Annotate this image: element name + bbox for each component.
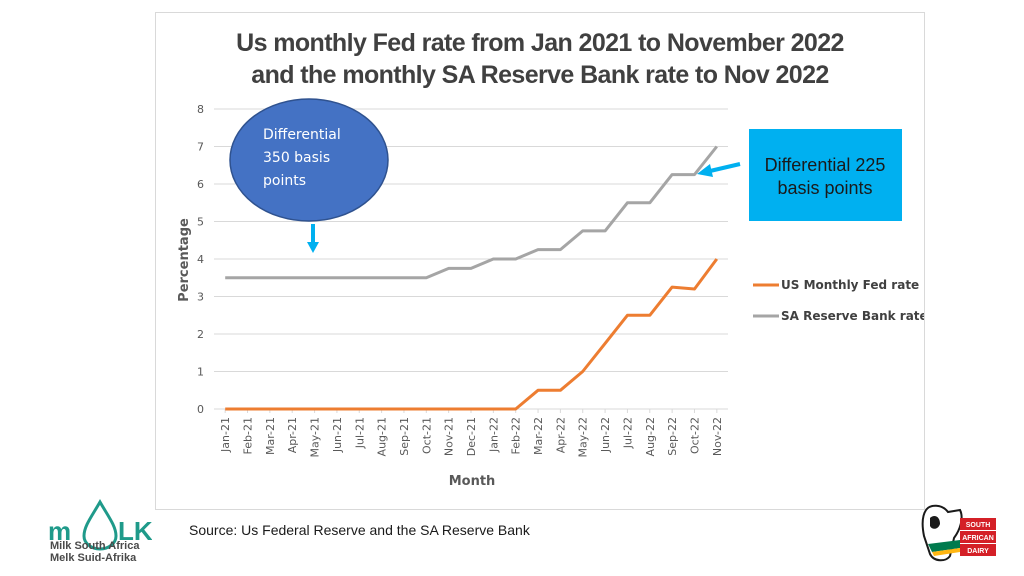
- annotation-box-line-1: Differential 225: [765, 155, 886, 175]
- x-tick-label: Jun-22: [599, 417, 612, 453]
- cow-spot-icon: [930, 516, 940, 529]
- x-tick-label: Jan-22: [487, 417, 500, 453]
- x-tick-label: Jul-22: [621, 417, 634, 449]
- series-line-0: [225, 258, 719, 411]
- x-tick-label: Jan-21: [219, 417, 232, 453]
- x-tick-label: Oct-22: [688, 417, 701, 454]
- x-tick-label: May-22: [577, 417, 590, 458]
- logo-badge-south: [960, 518, 996, 530]
- logo-badge-african: [960, 531, 996, 543]
- x-tick-label: Jul-21: [353, 417, 366, 449]
- x-tick-label: Apr-22: [554, 417, 567, 453]
- x-tick-labels: Jan-21 Feb-21 Mar-21 Apr-21 May-21 Jun-21 Jul-…: [219, 417, 724, 458]
- series-lines: [225, 145, 719, 411]
- annotation-ellipse-line-2: 350 basis: [263, 150, 330, 166]
- y-tick-label: 0: [197, 403, 204, 416]
- x-tick-label: Mar-22: [532, 417, 545, 455]
- logo-wordmark-m: m: [48, 516, 71, 546]
- x-tick-label: Sep-21: [398, 417, 411, 456]
- x-tick-label: Nov-22: [711, 417, 724, 456]
- y-tick-label: 4: [197, 253, 204, 266]
- source-note: Source: Us Federal Reserve and the SA Re…: [189, 522, 530, 538]
- milk-south-africa-logo: m LK: [48, 498, 152, 551]
- annotation-differential-225: Differential 225 basis points: [697, 129, 902, 221]
- x-tick-label: Feb-22: [510, 417, 523, 454]
- logo-text-south: SOUTH: [966, 522, 991, 529]
- logo-text-milk-south-africa: Milk South Africa: [50, 540, 140, 552]
- flag-stripe-yellow-icon: [932, 548, 960, 556]
- x-tick-label: May-21: [309, 417, 322, 458]
- series-line-1: [225, 145, 718, 280]
- milk-drop-icon: [82, 498, 118, 551]
- y-tick-label: 1: [197, 366, 204, 379]
- x-tick-label: Nov-21: [443, 417, 456, 456]
- logo-wordmark-lk: LK: [118, 516, 152, 546]
- x-tick-label: Aug-21: [376, 417, 389, 456]
- annotation-ellipse-line-3: points: [263, 173, 306, 189]
- legend: US Monthly Fed rate SA Reserve Bank rate: [753, 278, 924, 323]
- legend-label-us-fed: US Monthly Fed rate: [781, 278, 919, 292]
- y-tick-label: 7: [197, 141, 204, 154]
- x-tick-label: Apr-21: [286, 417, 299, 453]
- y-tick-label: 8: [197, 103, 204, 116]
- y-axis-title: Percentage: [177, 218, 192, 302]
- chart-svg: Us monthly Fed rate from Jan 2021 to Nov…: [177, 29, 924, 489]
- x-tick-label: Oct-21: [420, 417, 433, 454]
- y-tick-label: 5: [197, 216, 204, 229]
- chart-frame: Us monthly Fed rate from Jan 2021 to Nov…: [155, 12, 925, 510]
- logo-text-african: AFRICAN: [962, 535, 994, 542]
- arrow-left-head-icon: [697, 164, 713, 177]
- x-tick-label: Aug-22: [644, 417, 657, 456]
- flag-stripe-green-icon: [928, 540, 960, 552]
- annotation-ellipse-line-1: Differential: [263, 127, 341, 143]
- x-tick-label: Jun-21: [331, 417, 344, 453]
- x-tick-label: Sep-22: [666, 417, 679, 456]
- chart-title-line-2: and the monthly SA Reserve Bank rate to …: [251, 61, 828, 89]
- y-tick-label: 6: [197, 178, 204, 191]
- x-axis-title: Month: [449, 474, 496, 489]
- annotation-box-line-2: basis points: [777, 178, 872, 198]
- y-tick-labels: 0 1 2 3 4 5 6 7 8: [197, 103, 204, 416]
- annotation-ellipse: [229, 98, 389, 222]
- annotation-differential-350: Differential 350 basis points: [229, 98, 389, 253]
- y-tick-label: 3: [197, 291, 204, 304]
- logo-badge-dairy: [960, 544, 996, 556]
- annotation-box: [749, 129, 902, 221]
- x-tick-label: Dec-21: [465, 417, 478, 456]
- arrow-down-head-icon: [307, 242, 319, 253]
- x-tick-label: Feb-21: [242, 417, 255, 454]
- south-african-dairy-logo: SOUTH AFRICAN DAIRY: [921, 504, 996, 562]
- x-tick-label: Mar-21: [264, 417, 277, 455]
- logo-text-melk-suid-afrika: Melk Suid-Afrika: [50, 552, 137, 564]
- legend-label-sarb: SA Reserve Bank rate: [781, 309, 924, 323]
- logo-text-dairy: DAIRY: [967, 548, 989, 555]
- y-tick-label: 2: [197, 328, 204, 341]
- chart-title-line-1: Us monthly Fed rate from Jan 2021 to Nov…: [236, 29, 844, 57]
- arrow-left-icon: [709, 162, 741, 173]
